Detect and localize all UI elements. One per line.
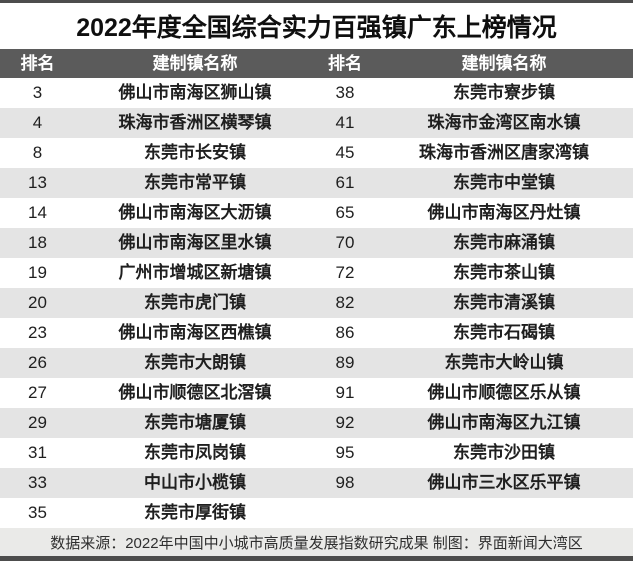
rank-cell-left: 29 <box>28 413 47 432</box>
table-body: 3 佛山市南海区狮山镇 38 东莞市寮步镇 4 珠海市香洲区横琴镇 41 珠海市金湾区南水镇 8… <box>0 78 633 528</box>
rank-cell-right: 82 <box>335 293 355 312</box>
town-cell-left: 东莞市大朗镇 <box>144 353 246 372</box>
rank-cell-right: 45 <box>335 143 355 162</box>
data-source-note: 数据来源：2022年中国中小城市高质量发展指数研究成果 制图：界面新闻大湾区 <box>50 534 583 552</box>
rank-cell-left: 4 <box>32 113 43 132</box>
rank-cell-right: 89 <box>335 353 355 372</box>
town-cell-left: 佛山市南海区西樵镇 <box>118 323 272 342</box>
town-cell-right: 东莞市大岭山镇 <box>444 353 564 372</box>
table-row: 26 东莞市大朗镇 89 东莞市大岭山镇 <box>0 348 633 378</box>
rank-cell-left: 23 <box>28 323 47 342</box>
town-cell-right: 佛山市南海区九江镇 <box>427 413 581 432</box>
town-cell-left: 东莞市凤岗镇 <box>144 443 246 462</box>
rank-cell-right: 72 <box>335 263 355 282</box>
rank-cell-right: 91 <box>335 383 355 402</box>
table-row: 23 佛山市南海区西樵镇 86 东莞市石碣镇 <box>0 318 633 348</box>
table-row: 14 佛山市南海区大沥镇 65 佛山市南海区丹灶镇 <box>0 198 633 228</box>
town-cell-right: 佛山市三水区乐平镇 <box>427 473 581 492</box>
table-row: 33 中山市小榄镇 98 佛山市三水区乐平镇 <box>0 468 633 498</box>
table-row: 18 佛山市南海区里水镇 70 东莞市麻涌镇 <box>0 228 633 258</box>
rank-cell-left: 8 <box>32 143 43 162</box>
rank-cell-left: 31 <box>28 443 47 462</box>
town-cell-right: 珠海市金湾区南水镇 <box>427 113 581 132</box>
header-rank-right: 排名 <box>328 54 362 73</box>
rank-cell-right: 92 <box>335 413 355 432</box>
town-cell-right: 东莞市中堂镇 <box>453 173 555 192</box>
town-cell-right: 佛山市顺德区乐从镇 <box>427 383 581 402</box>
rank-cell-left: 14 <box>28 203 47 222</box>
rank-cell-right: 86 <box>335 323 355 342</box>
town-cell-left: 东莞市虎门镇 <box>144 293 246 312</box>
rank-cell-right: 65 <box>335 203 355 222</box>
town-cell-right: 东莞市石碣镇 <box>453 323 555 342</box>
table-row: 20 东莞市虎门镇 82 东莞市清溪镇 <box>0 288 633 318</box>
rank-cell-left: 3 <box>32 83 43 102</box>
rank-cell-right: 41 <box>335 113 355 132</box>
table-row: 4 珠海市香洲区横琴镇 41 珠海市金湾区南水镇 <box>0 108 633 138</box>
rank-cell-left: 13 <box>28 173 47 192</box>
rank-cell-left: 26 <box>28 353 47 372</box>
rank-cell-left: 35 <box>28 503 47 522</box>
rank-cell-left: 33 <box>28 473 47 492</box>
rank-cell-left: 20 <box>28 293 47 312</box>
page-title: 2022年度全国综合实力百强镇广东上榜情况 <box>76 14 557 42</box>
table-row: 8 东莞市长安镇 45 珠海市香洲区唐家湾镇 <box>0 138 633 168</box>
table-row: 3 佛山市南海区狮山镇 38 东莞市寮步镇 <box>0 78 633 108</box>
town-cell-left: 东莞市厚街镇 <box>144 503 246 522</box>
town-cell-left: 中山市小榄镇 <box>144 473 246 492</box>
rank-cell-right: 98 <box>335 473 355 492</box>
town-cell-right: 东莞市清溪镇 <box>453 293 555 312</box>
town-cell-left: 广州市增城区新塘镇 <box>118 263 272 282</box>
rank-cell-right: 95 <box>335 443 355 462</box>
town-cell-left: 东莞市常平镇 <box>144 173 246 192</box>
town-cell-left: 佛山市顺德区北滘镇 <box>118 383 272 402</box>
bottom-border-strip <box>0 556 633 561</box>
town-cell-right: 东莞市沙田镇 <box>453 443 555 462</box>
header-rank-left: 排名 <box>20 54 55 73</box>
rank-cell-left: 18 <box>28 233 47 252</box>
top-border-strip <box>0 0 633 3</box>
town-cell-left: 佛山市南海区大沥镇 <box>118 203 272 222</box>
rank-cell-right: 38 <box>335 83 355 102</box>
table-row: 29 东莞市塘厦镇 92 佛山市南海区九江镇 <box>0 408 633 438</box>
table-row: 13 东莞市常平镇 61 东莞市中堂镇 <box>0 168 633 198</box>
rank-cell-left: 19 <box>28 263 47 282</box>
rank-cell-right: 70 <box>335 233 355 252</box>
town-cell-left: 珠海市香洲区横琴镇 <box>118 113 272 132</box>
rank-cell-right: 61 <box>335 173 355 192</box>
town-cell-left: 东莞市塘厦镇 <box>144 413 246 432</box>
town-cell-right: 东莞市茶山镇 <box>453 263 555 282</box>
town-cell-right: 佛山市南海区丹灶镇 <box>427 203 581 222</box>
header-town-right: 建制镇名称 <box>461 54 547 73</box>
town-cell-right: 珠海市香洲区唐家湾镇 <box>419 143 589 162</box>
table-row: 19 广州市增城区新塘镇 72 东莞市茶山镇 <box>0 258 633 288</box>
table-row: 35 东莞市厚街镇 <box>0 498 633 528</box>
table-row: 31 东莞市凤岗镇 95 东莞市沙田镇 <box>0 438 633 468</box>
town-cell-left: 东莞市长安镇 <box>144 143 246 162</box>
header-town-left: 建制镇名称 <box>152 54 238 73</box>
rank-cell-left: 27 <box>28 383 47 402</box>
town-cell-left: 佛山市南海区里水镇 <box>118 233 272 252</box>
title-bar: 2022年度全国综合实力百强镇广东上榜情况 <box>0 3 633 49</box>
town-cell-right: 东莞市麻涌镇 <box>453 233 555 252</box>
footer-bar: 数据来源：2022年中国中小城市高质量发展指数研究成果 制图：界面新闻大湾区 <box>0 528 633 556</box>
table-header-row: 排名 建制镇名称 排名 建制镇名称 <box>0 49 633 78</box>
town-cell-left: 佛山市南海区狮山镇 <box>118 83 272 102</box>
table-row: 27 佛山市顺德区北滘镇 91 佛山市顺德区乐从镇 <box>0 378 633 408</box>
town-cell-right: 东莞市寮步镇 <box>453 83 555 102</box>
